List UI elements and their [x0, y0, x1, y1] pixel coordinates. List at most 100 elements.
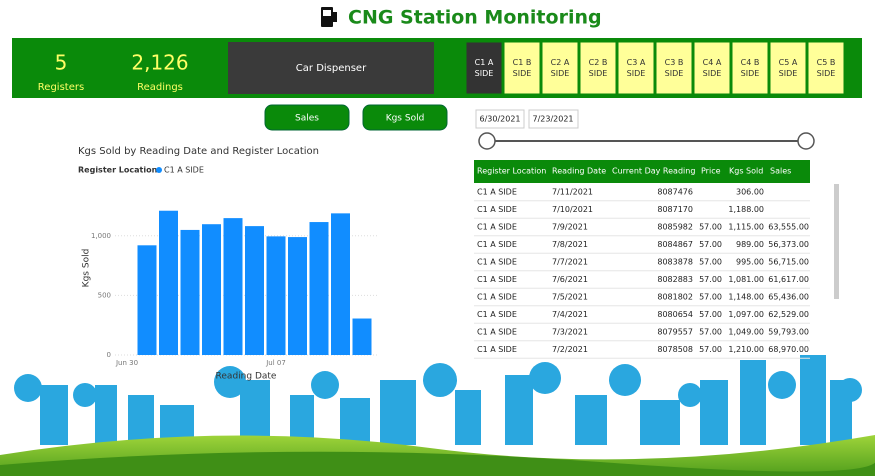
kpi-value: 2,126	[131, 51, 188, 75]
table-cell: 8081802	[657, 293, 693, 302]
dispenser-box	[228, 42, 434, 94]
table-cell: 1,115.00	[728, 223, 764, 232]
slicer-label: C2 B SIDE	[589, 58, 608, 78]
slicer-tile[interactable]	[769, 41, 807, 95]
table-cell: 65,436.00	[768, 293, 809, 302]
table-cell: 63,555.00	[768, 223, 809, 232]
bar	[159, 210, 178, 355]
bar	[137, 245, 157, 355]
slicer-tile[interactable]	[693, 41, 731, 95]
slicer-tile[interactable]	[541, 41, 579, 95]
table-cell: 7/9/2021	[552, 223, 588, 232]
legend-entry: C1 A SIDE	[164, 166, 204, 175]
legend-title: Register Location	[78, 166, 158, 175]
bar	[266, 236, 286, 355]
bar	[288, 237, 307, 355]
table-cell: 995.00	[736, 258, 764, 267]
bar	[352, 318, 372, 355]
legend-dot	[156, 167, 162, 173]
y-tick-label: 500	[98, 291, 111, 299]
table-cell: 8084867	[657, 240, 693, 249]
table-cell: C1 A SIDE	[477, 258, 517, 267]
ground-front	[0, 451, 875, 476]
table-cell: 1,188.00	[728, 205, 764, 214]
table-cell: 7/5/2021	[552, 293, 588, 302]
table-cell: 8079557	[657, 328, 693, 337]
slicer-label: C2 A SIDE	[551, 58, 570, 78]
kpi-label: Registers	[38, 82, 84, 93]
slicer-tile[interactable]	[503, 41, 541, 95]
chart-title: Kgs Sold by Reading Date and Register Lo…	[78, 146, 319, 157]
table-cell: 57.00	[699, 310, 722, 319]
table-cell: 7/8/2021	[552, 240, 588, 249]
title: CNG Station Monitoring	[348, 7, 602, 29]
bar	[331, 213, 350, 355]
y-tick-label: 0	[107, 351, 111, 359]
date-input[interactable]	[475, 109, 525, 129]
table-cell: C1 A SIDE	[477, 345, 517, 354]
date-input[interactable]	[528, 109, 579, 129]
table-cell: 57.00	[699, 258, 722, 267]
table-column-header: Price	[701, 167, 721, 176]
city-illustration	[14, 355, 862, 448]
table-cell: 1,148.00	[728, 293, 764, 302]
slicer-tile[interactable]	[579, 41, 617, 95]
button-label: Kgs Sold	[386, 114, 425, 124]
table-cell: 59,793.00	[768, 328, 809, 337]
table-cell: 8078508	[657, 345, 693, 354]
slicer-label: C5 A SIDE	[779, 58, 798, 78]
table-column-header: Register Location	[477, 167, 546, 176]
slicer-label: C3 B SIDE	[665, 58, 684, 78]
table-cell: 7/10/2021	[552, 205, 593, 214]
bar	[223, 218, 243, 355]
table-cell: 7/4/2021	[552, 310, 588, 319]
table-cell: C1 A SIDE	[477, 223, 517, 232]
scrollbar[interactable]	[834, 184, 839, 299]
table-cell: 1,210.00	[728, 345, 764, 354]
table-cell: C1 A SIDE	[477, 188, 517, 197]
table-cell: 8083878	[657, 258, 693, 267]
table-cell: C1 A SIDE	[477, 328, 517, 337]
slicer-label: C1 A SIDE	[475, 58, 494, 78]
table-column-header: Sales	[770, 167, 791, 176]
table-cell: 8082883	[657, 275, 693, 284]
bar	[309, 222, 329, 355]
table-cell: 8080654	[657, 310, 693, 319]
slicer-tile[interactable]	[731, 41, 769, 95]
table-cell: 61,617.00	[768, 275, 809, 284]
slicer-label: C1 B SIDE	[513, 58, 532, 78]
slicer-tile[interactable]	[617, 41, 655, 95]
button[interactable]	[362, 104, 448, 131]
slicer-tile[interactable]	[807, 41, 845, 95]
table-cell: 7/3/2021	[552, 328, 588, 337]
table-cell: 1,049.00	[728, 328, 764, 337]
slicer-tile[interactable]	[655, 41, 693, 95]
dispenser-label: Car Dispenser	[296, 63, 367, 74]
kpi-label: Readings	[137, 82, 183, 93]
x-tick-label: Jul 07	[265, 359, 286, 367]
table-cell: 57.00	[699, 328, 722, 337]
date-start: 6/30/2021	[479, 115, 520, 124]
kpi-value: 5	[55, 51, 68, 75]
slider-handle[interactable]	[797, 132, 815, 150]
y-axis-label: Kgs Sold	[82, 249, 92, 288]
table-bg	[474, 160, 838, 345]
table-cell: 57.00	[699, 345, 722, 354]
button[interactable]	[264, 104, 350, 131]
table-cell: 1,081.00	[728, 275, 764, 284]
table-cell: C1 A SIDE	[477, 293, 517, 302]
slider-handle[interactable]	[478, 132, 496, 150]
table-cell: 1,097.00	[728, 310, 764, 319]
slicer-label: C5 B SIDE	[817, 58, 836, 78]
table-column-header: Reading Date	[552, 167, 606, 176]
table-cell: C1 A SIDE	[477, 310, 517, 319]
bar	[245, 226, 264, 355]
table-cell: 8087170	[657, 205, 693, 214]
table-cell: C1 A SIDE	[477, 275, 517, 284]
table-cell: 62,529.00	[768, 310, 809, 319]
slicer-tile[interactable]	[465, 41, 503, 95]
table-cell: 8085982	[657, 223, 693, 232]
y-tick-label: 1,000	[91, 232, 111, 240]
slicer-label: C3 A SIDE	[627, 58, 646, 78]
